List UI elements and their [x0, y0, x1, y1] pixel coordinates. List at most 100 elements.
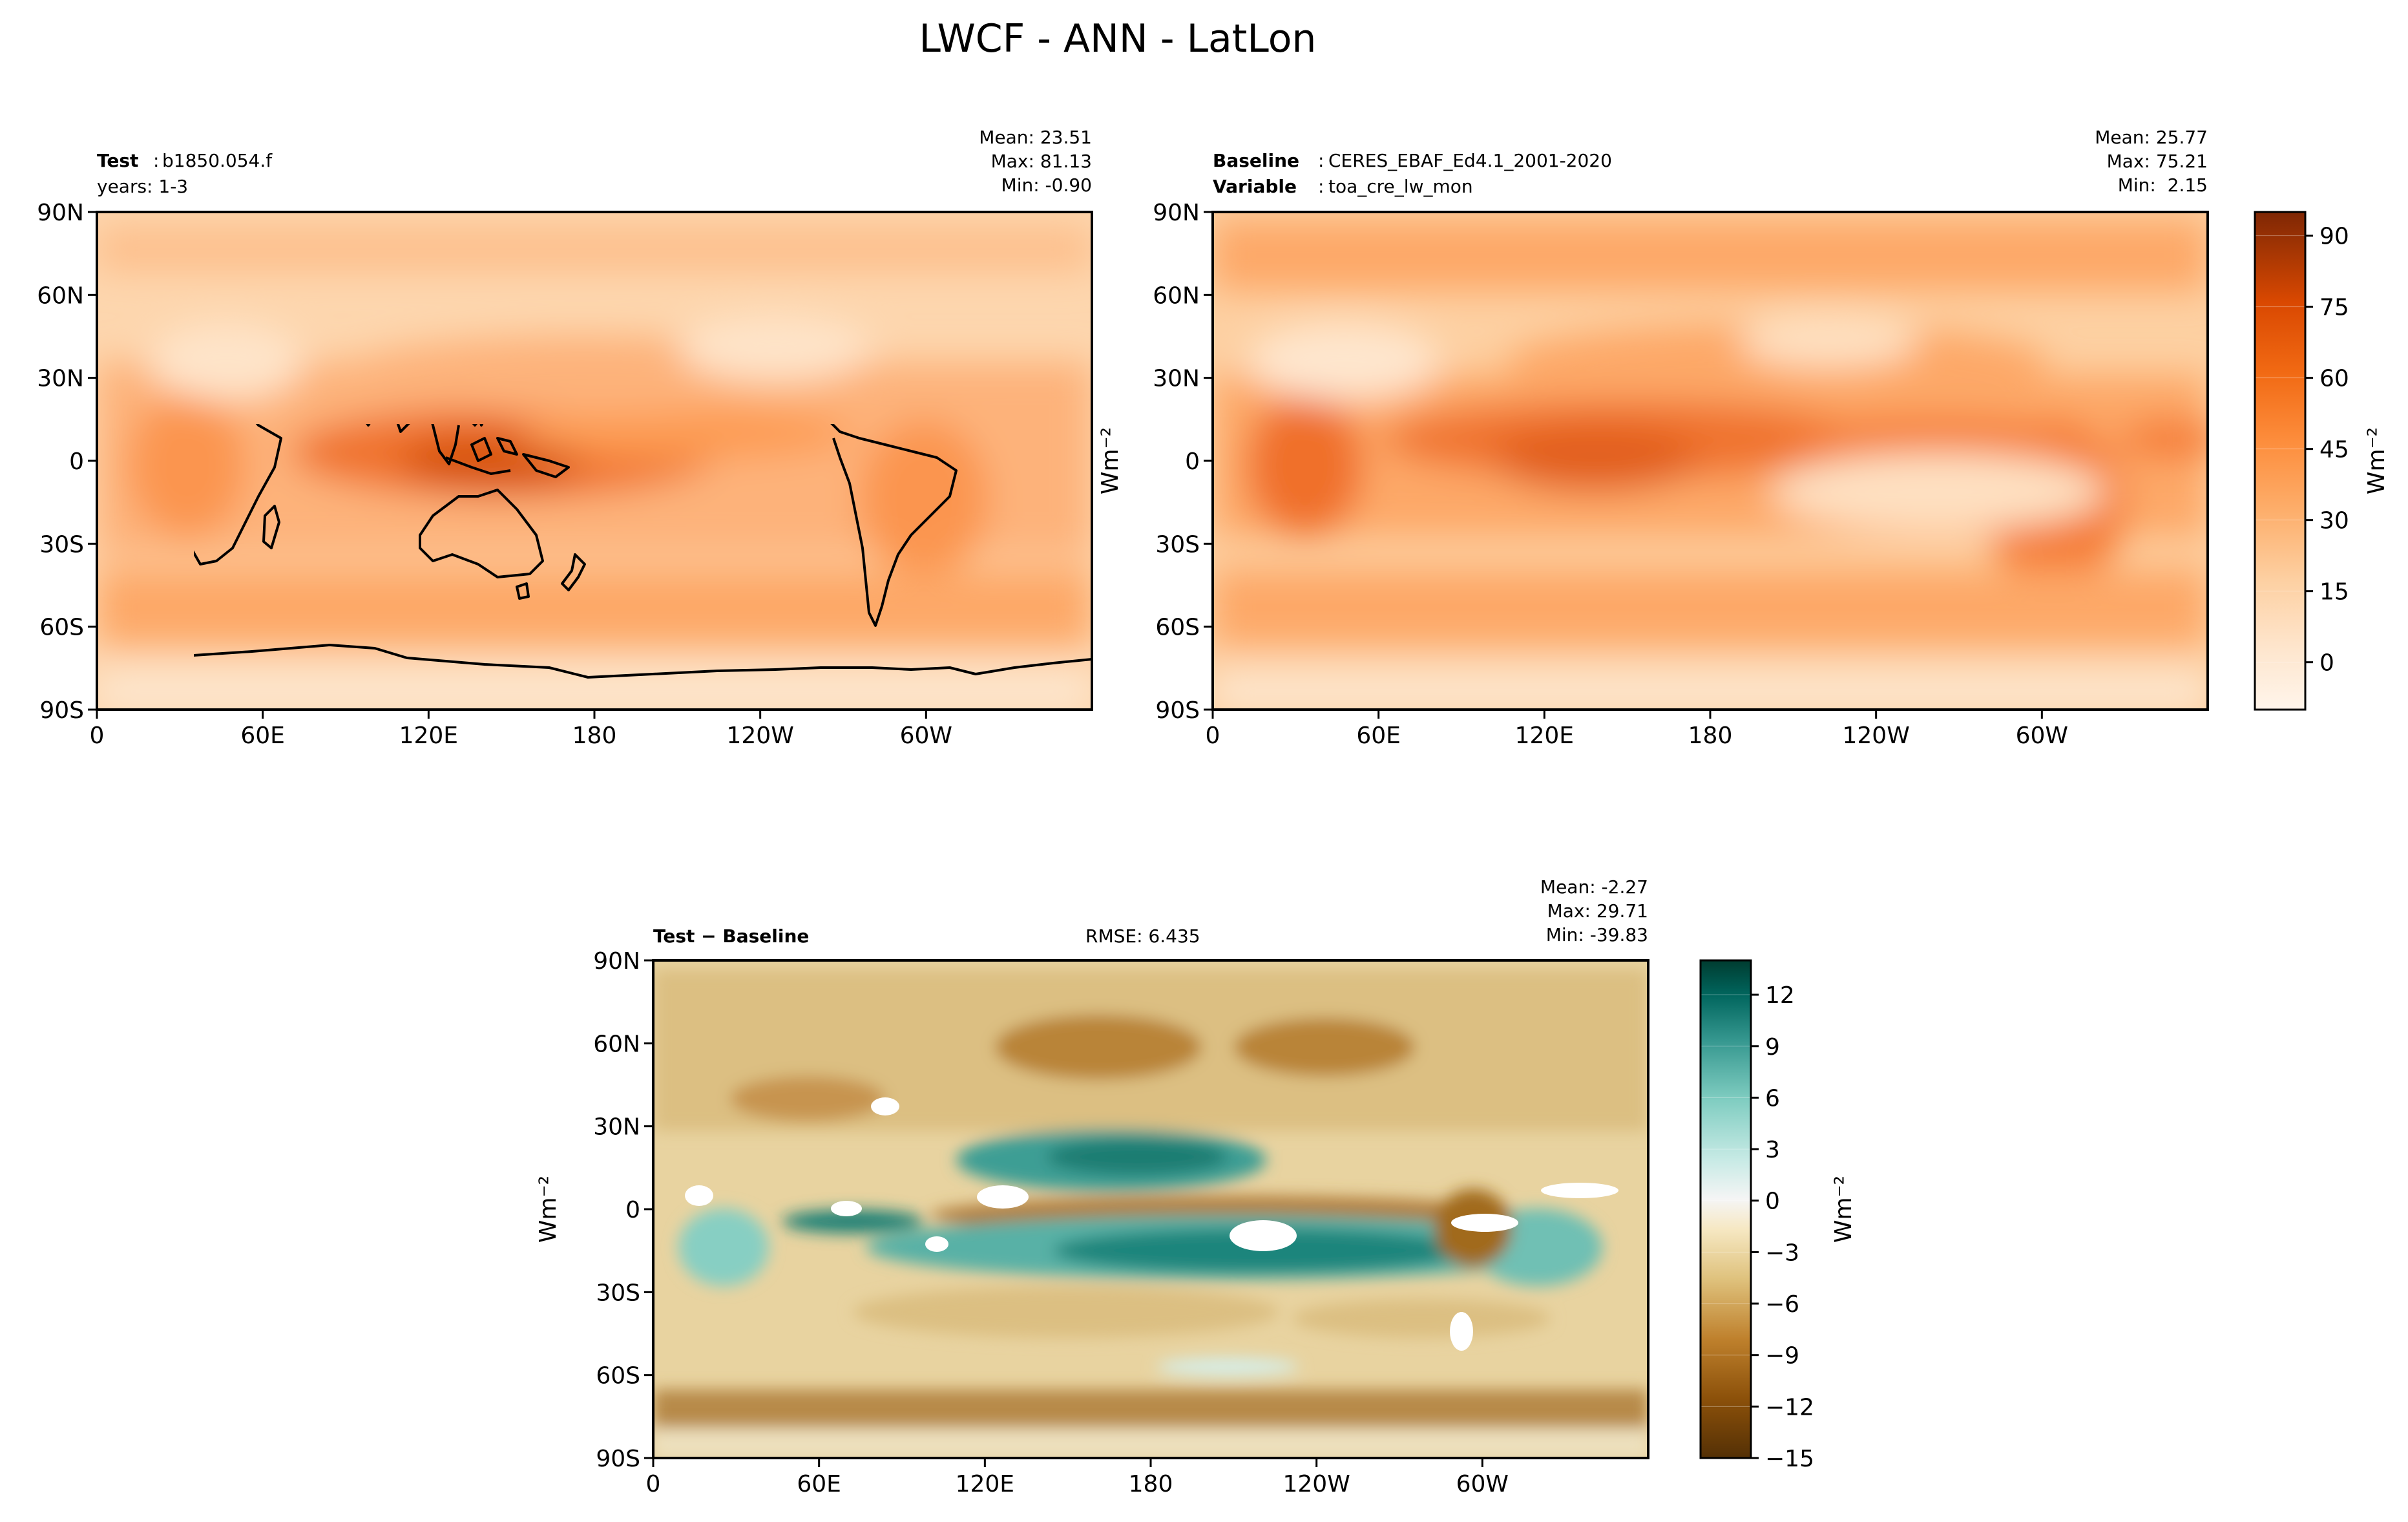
colorbar-absolute-tick-label: 90: [2319, 224, 2349, 250]
difference-stat-min: Min: -39.83: [1546, 924, 1648, 946]
test-ytick-label: 90S: [39, 697, 84, 724]
panel-test: Test : b1850.054.f years: 1-3 Mean: 23.5…: [37, 127, 1093, 749]
colorbar-absolute-tick-label: 0: [2319, 650, 2334, 677]
difference-y-unit-label: Wm⁻²: [535, 1176, 561, 1243]
panel-baseline: Baseline : CERES_EBAF_Ed4.1_2001-2020 Va…: [1097, 127, 2390, 749]
baseline-stat-mean: Mean: 25.77: [2095, 127, 2208, 148]
difference-xtick-label: 60W: [1456, 1471, 1509, 1497]
difference-masked-regions: [685, 1097, 1618, 1351]
difference-stat-max: Max: 29.71: [1547, 900, 1648, 922]
colorbar-difference-tick-label: 0: [1765, 1189, 1780, 1215]
colorbar-difference: 12 9 6 3 0 −3 −6 −9 −12 −15 Wm⁻²: [1699, 959, 1857, 1472]
test-xtick-label: 120E: [399, 723, 458, 749]
baseline-ytick-label: 30S: [1155, 531, 1200, 558]
test-ytick-label: 0: [69, 449, 84, 475]
difference-map-field: [653, 960, 1648, 1458]
test-header: Test : b1850.054.f years: 1-3 Mean: 23.5…: [97, 127, 1092, 197]
difference-xtick-label: 120W: [1283, 1471, 1350, 1497]
difference-xtick-label: 0: [646, 1471, 661, 1497]
panel-difference: Test − Baseline RMSE: 6.435 Mean: -2.27 …: [535, 876, 1857, 1497]
test-stat-min: Min: -0.90: [1001, 174, 1092, 196]
difference-ytick-label: 60N: [593, 1031, 640, 1057]
test-map-field: [97, 212, 1092, 710]
colorbar-difference-label: Wm⁻²: [1830, 1176, 1857, 1243]
colorbar-difference-tick-label: −3: [1765, 1240, 1799, 1266]
baseline-ytick-label: 90S: [1155, 697, 1200, 724]
colorbar-absolute-tick-label: 30: [2319, 508, 2349, 534]
baseline-ytick-label: 60N: [1153, 282, 1200, 309]
test-ytick-label: 60N: [37, 282, 84, 309]
difference-stat-mean: Mean: -2.27: [1540, 876, 1648, 898]
baseline-xtick-label: 60E: [1356, 723, 1401, 749]
difference-xtick-label: 120E: [956, 1471, 1014, 1497]
difference-ytick-label: 30N: [593, 1114, 640, 1141]
baseline-ytick-label: 90N: [1153, 200, 1200, 226]
colorbar-absolute-frame: [2254, 211, 2307, 711]
baseline-map-field: [1213, 212, 2208, 710]
baseline-ytick-label: 0: [1185, 449, 1200, 475]
difference-ytick-label: 90S: [596, 1446, 640, 1472]
colorbar-difference-tick-label: 12: [1765, 982, 1795, 1009]
test-xtick-label: 120W: [727, 723, 794, 749]
difference-xtick-label: 180: [1129, 1471, 1173, 1497]
test-ytick-label: 90N: [37, 200, 84, 226]
baseline-xtick-label: 60W: [2016, 723, 2068, 749]
baseline-stat-min: Min: 2.15: [2118, 174, 2208, 196]
baseline-y-unit-label: Wm⁻²: [1097, 427, 1124, 494]
difference-header: Test − Baseline RMSE: 6.435 Mean: -2.27 …: [653, 876, 1648, 947]
test-stat-mean: Mean: 23.51: [979, 127, 1092, 148]
colorbar-absolute-tick-label: 15: [2319, 579, 2349, 606]
figure-title: LWCF - ANN - LatLon: [919, 16, 1317, 61]
colorbar-difference-tick-label: −9: [1765, 1343, 1799, 1369]
colorbar-absolute-ticks: 90 75 60 45 30 15 0: [2305, 224, 2349, 677]
difference-ytick-label: 0: [625, 1197, 640, 1223]
test-ytick-label: 30N: [37, 366, 84, 392]
colorbar-difference-ticks: 12 9 6 3 0 −3 −6 −9 −12 −15: [1751, 982, 1814, 1472]
difference-name-label: Test − Baseline: [653, 925, 809, 947]
test-years: years: 1-3: [97, 176, 188, 197]
colorbar-difference-ramp: [1701, 960, 1751, 1458]
colorbar-absolute-tick-label: 45: [2319, 437, 2349, 463]
baseline-name-label: Baseline: [1213, 150, 1299, 171]
test-ytick-label: 30S: [39, 531, 84, 558]
difference-ytick-label: 60S: [596, 1363, 640, 1390]
baseline-name-colon: :: [1318, 150, 1324, 171]
test-xtick-label: 60E: [240, 723, 285, 749]
baseline-ytick-label: 60S: [1155, 615, 1200, 641]
difference-rmse: RMSE: 6.435: [1085, 925, 1200, 947]
colorbar-difference-tick-label: −12: [1765, 1394, 1814, 1421]
baseline-variable-label: Variable: [1213, 176, 1297, 197]
colorbar-absolute: 90 75 60 45 30 15 0 Wm⁻²: [2254, 211, 2390, 711]
baseline-variable-colon: :: [1318, 176, 1324, 197]
test-xtick-label: 0: [90, 723, 105, 749]
colorbar-absolute-levels: [2255, 235, 2305, 663]
colorbar-difference-tick-label: 3: [1765, 1137, 1780, 1163]
colorbar-absolute-tick-label: 60: [2319, 366, 2349, 392]
difference-ytick-label: 90N: [593, 948, 640, 975]
colorbar-absolute-label: Wm⁻²: [2363, 427, 2390, 494]
difference-xtick-label: 60E: [797, 1471, 841, 1497]
baseline-xtick-label: 120E: [1515, 723, 1574, 749]
colorbar-difference-tick-label: 9: [1765, 1034, 1780, 1061]
test-xtick-label: 60W: [900, 723, 952, 749]
difference-ytick-label: 30S: [596, 1280, 640, 1306]
baseline-variable-value: toa_cre_lw_mon: [1328, 176, 1473, 197]
baseline-ytick-label: 30N: [1153, 366, 1200, 392]
baseline-stat-max: Max: 75.21: [2107, 151, 2208, 172]
baseline-xtick-label: 120W: [1843, 723, 1910, 749]
colorbar-difference-tick-label: 6: [1765, 1085, 1780, 1112]
baseline-name-value: CERES_EBAF_Ed4.1_2001-2020: [1328, 150, 1612, 171]
colorbar-absolute-ramp: [2255, 212, 2305, 710]
baseline-xtick-label: 180: [1688, 723, 1733, 749]
test-name-label: Test: [97, 150, 138, 171]
baseline-header: Baseline : CERES_EBAF_Ed4.1_2001-2020 Va…: [1213, 127, 2208, 197]
test-stat-max: Max: 81.13: [991, 151, 1092, 172]
colorbar-difference-tick-label: −6: [1765, 1291, 1799, 1318]
colorbar-difference-tick-label: −15: [1765, 1446, 1814, 1472]
test-name-value: b1850.054.f: [162, 150, 273, 171]
colorbar-difference-frame: [1699, 959, 1752, 1459]
